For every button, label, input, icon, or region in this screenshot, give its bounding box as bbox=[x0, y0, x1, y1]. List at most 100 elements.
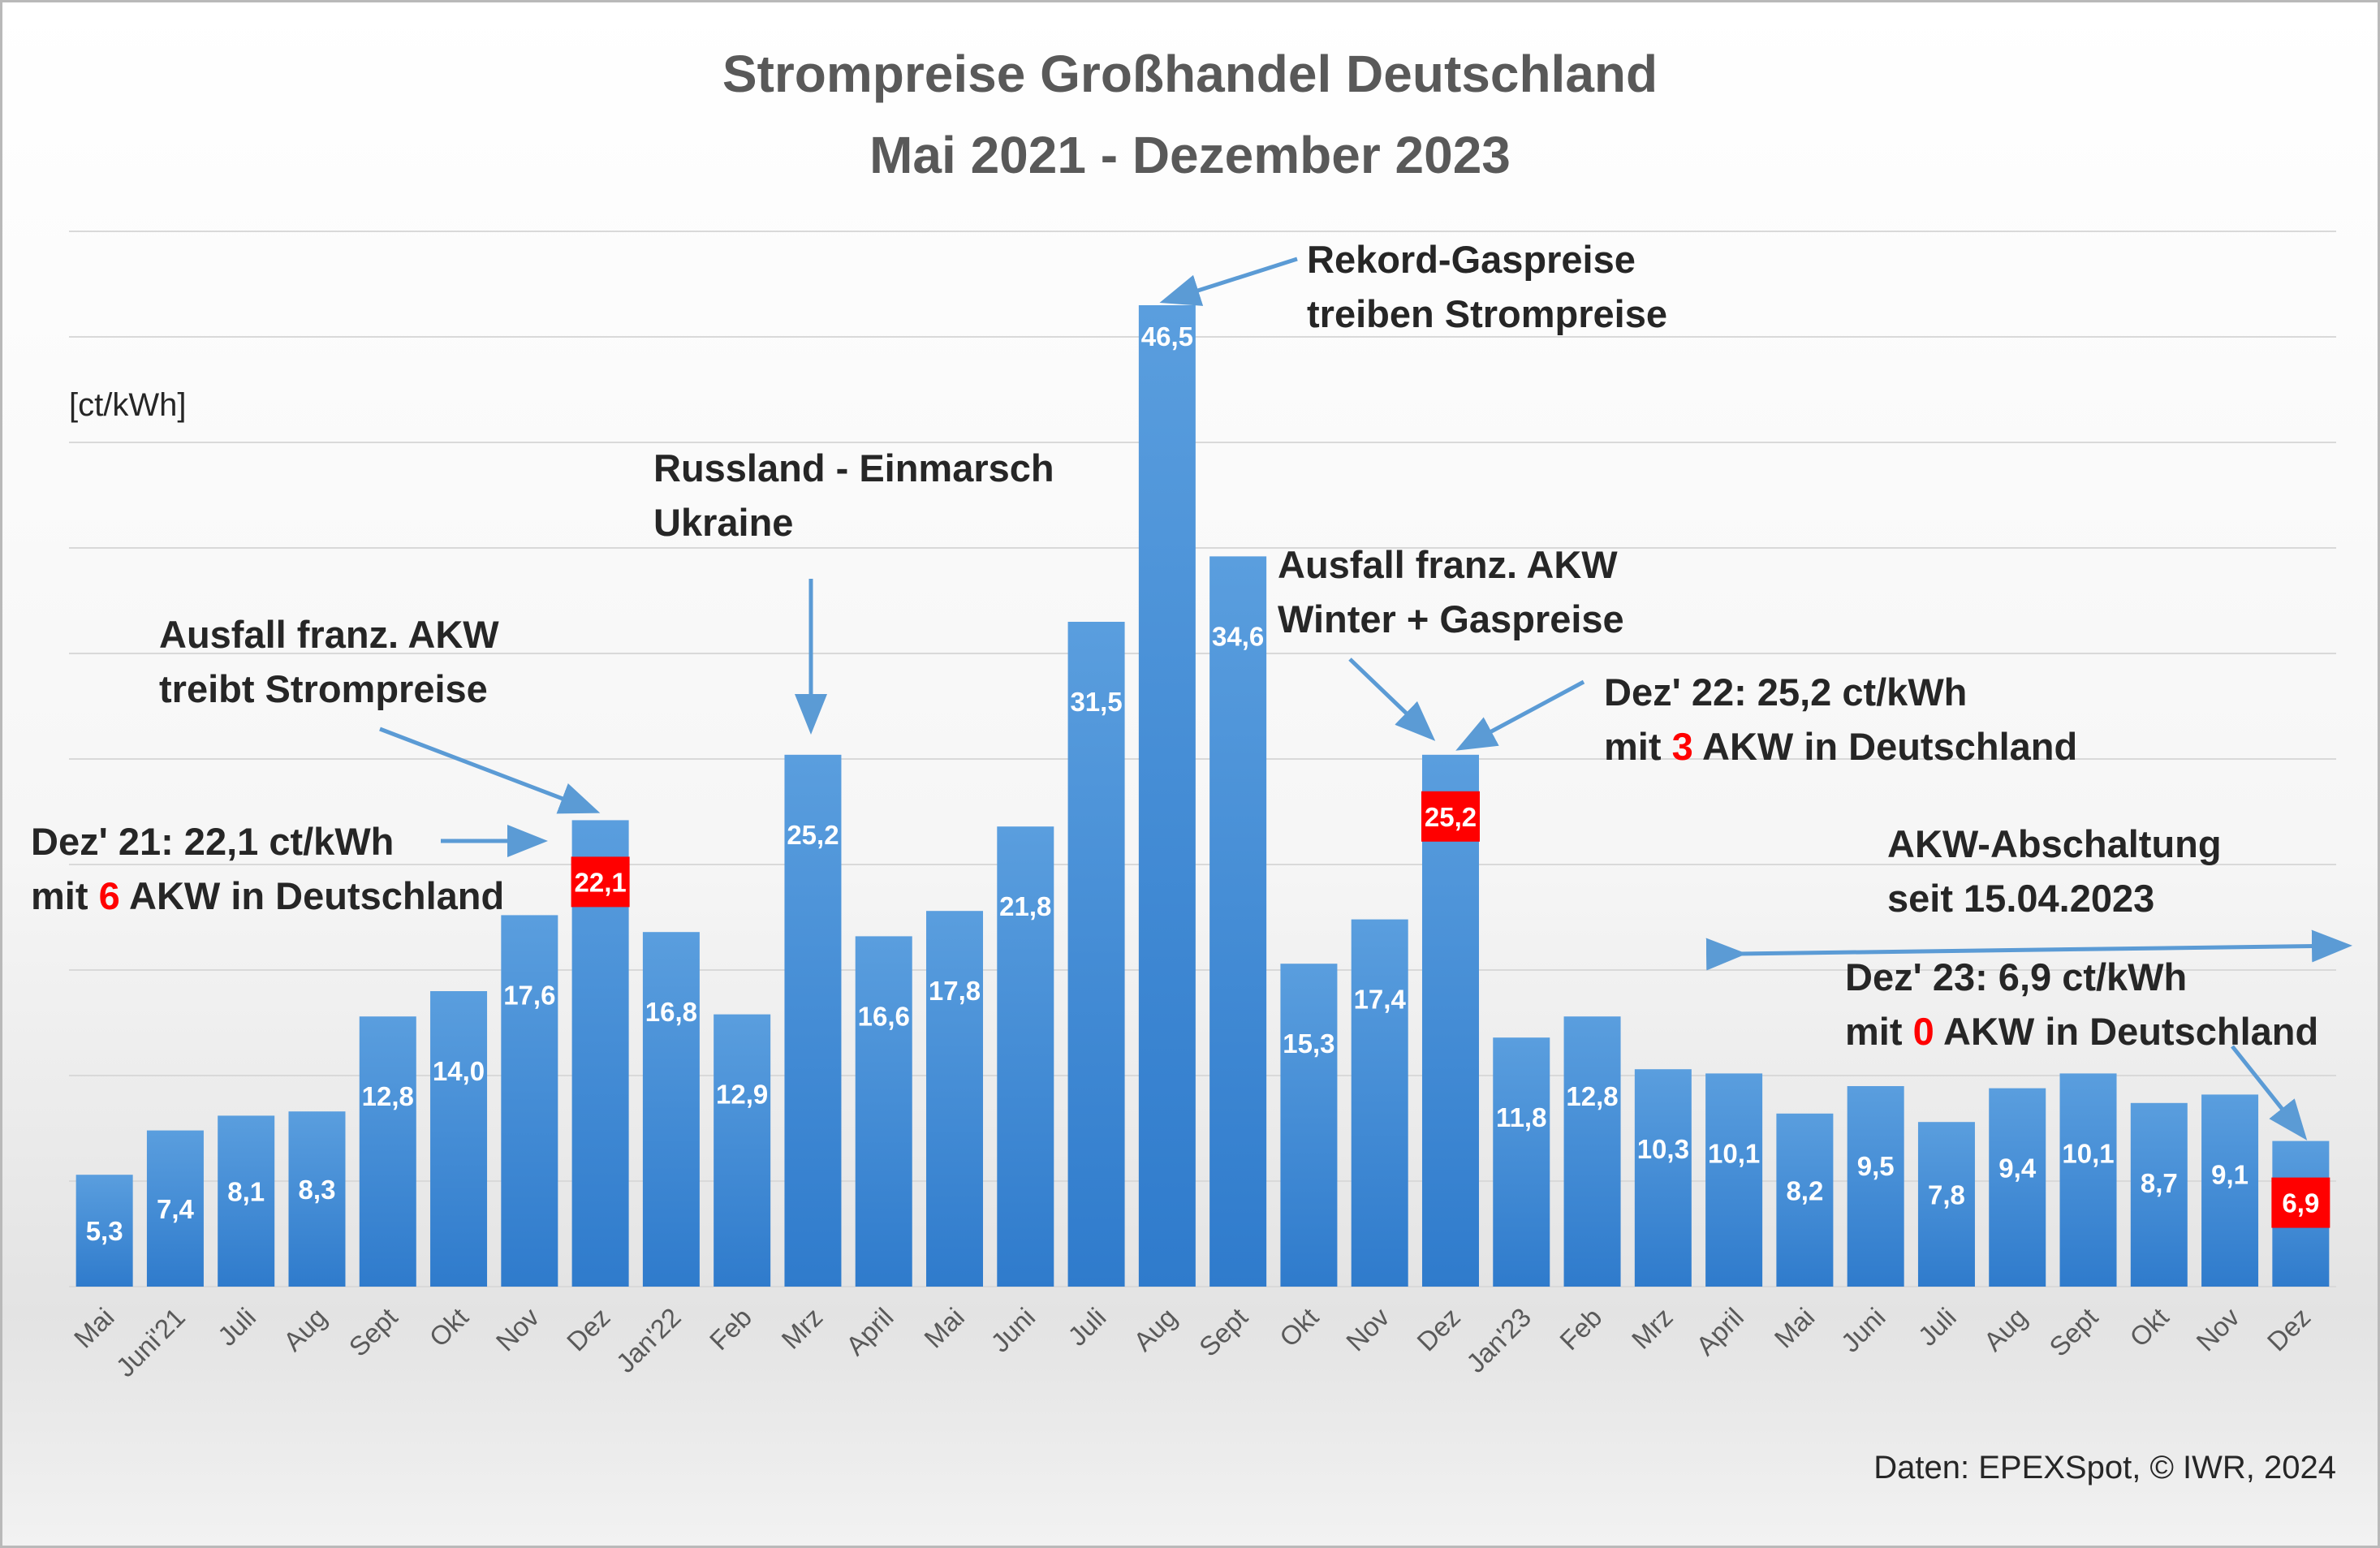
x-tick-label: Aug bbox=[278, 1302, 333, 1357]
x-tick-label: April bbox=[840, 1302, 899, 1361]
bar bbox=[714, 1014, 771, 1287]
svg-text:mit 3 AKW in Deutschland: mit 3 AKW in Deutschland bbox=[1604, 725, 2077, 768]
bar bbox=[1493, 1037, 1550, 1287]
value-label: 34,6 bbox=[1212, 621, 1264, 651]
value-label: 8,3 bbox=[299, 1175, 336, 1205]
annotation-rekord-gas: Rekord-Gaspreise treiben Strompreise bbox=[1307, 238, 1667, 335]
value-label: 7,4 bbox=[157, 1194, 195, 1224]
annotation-dez22: Dez' 22: 25,2 ct/kWh mit 3 AKW in Deutsc… bbox=[1604, 671, 2077, 768]
x-tick-label: Sept bbox=[1193, 1302, 1253, 1362]
x-tick-label: Nov bbox=[1340, 1301, 1395, 1356]
bar bbox=[288, 1111, 346, 1287]
value-label: 16,8 bbox=[645, 997, 697, 1027]
y-axis-unit-label: [ct/kWh] bbox=[69, 387, 186, 423]
annotation-abschaltung: AKW-Abschaltung seit 15.04.2023 bbox=[1887, 822, 2222, 920]
x-tick-label: Mai bbox=[1769, 1302, 1821, 1354]
value-label: 10,1 bbox=[2062, 1138, 2114, 1168]
svg-text:Ukraine: Ukraine bbox=[653, 501, 793, 544]
bar bbox=[997, 826, 1054, 1287]
source-credit: Daten: EPEXSpot, © IWR, 2024 bbox=[1873, 1450, 2336, 1485]
bar bbox=[642, 932, 700, 1287]
bar bbox=[1421, 754, 1479, 1287]
bar bbox=[1776, 1113, 1834, 1287]
x-tick-label: Mai bbox=[68, 1302, 120, 1354]
x-tick-label: Nov bbox=[490, 1301, 545, 1356]
annotation-akw-winter: Ausfall franz. AKW Winter + Gaspreise bbox=[1278, 543, 1624, 640]
chart-subtitle: Mai 2021 - Dezember 2023 bbox=[869, 126, 1511, 184]
x-tick-label: Juli bbox=[212, 1302, 261, 1352]
value-label: 8,7 bbox=[2141, 1168, 2178, 1198]
highlight-box bbox=[571, 856, 630, 908]
bar bbox=[855, 936, 912, 1287]
annotation-russland: Russland - Einmarsch Ukraine bbox=[653, 446, 1054, 544]
svg-text:Ausfall franz. AKW: Ausfall franz. AKW bbox=[1278, 543, 1618, 586]
x-tick-label: Juli bbox=[1062, 1302, 1111, 1352]
svg-text:AKW-Abschaltung: AKW-Abschaltung bbox=[1887, 822, 2222, 865]
highlight-box bbox=[2271, 1177, 2330, 1228]
x-tick-label: Feb bbox=[1554, 1302, 1607, 1356]
chart-title: Strompreise Großhandel Deutschland bbox=[722, 45, 1658, 103]
value-label: 46,5 bbox=[1141, 321, 1193, 351]
value-label: 22,1 bbox=[574, 867, 626, 897]
value-label: 14,0 bbox=[433, 1056, 485, 1086]
bar bbox=[75, 1175, 133, 1287]
svg-text:treibt Strompreise: treibt Strompreise bbox=[159, 667, 488, 710]
x-tick-label: Mrz bbox=[1626, 1302, 1679, 1355]
value-label: 12,9 bbox=[716, 1080, 768, 1110]
bar bbox=[1280, 964, 1338, 1287]
arrow-rekord-gas bbox=[1159, 257, 1298, 306]
bar bbox=[1067, 622, 1125, 1287]
value-label: 9,5 bbox=[1857, 1151, 1895, 1181]
arrow-dez23 bbox=[2231, 1045, 2308, 1141]
bar bbox=[1634, 1069, 1692, 1287]
bar bbox=[2059, 1073, 2117, 1287]
x-tick-label: Okt bbox=[1274, 1302, 1324, 1352]
bar bbox=[2130, 1102, 2188, 1287]
x-tick-label: Juli bbox=[1912, 1302, 1962, 1352]
x-tick-label: Jan'22 bbox=[610, 1302, 687, 1378]
arrow-abschaltung bbox=[1705, 929, 2352, 971]
value-label: 9,1 bbox=[2211, 1159, 2248, 1189]
annotation-dez21: Dez' 21: 22,1 ct/kWh mit 6 AKW in Deutsc… bbox=[31, 820, 504, 917]
bar bbox=[784, 754, 842, 1287]
svg-text:seit 15.04.2023: seit 15.04.2023 bbox=[1887, 877, 2154, 920]
value-label: 12,8 bbox=[1566, 1081, 1618, 1111]
bar bbox=[1138, 305, 1196, 1287]
x-tick-label: Jan'23 bbox=[1460, 1302, 1537, 1378]
x-tick-label: Feb bbox=[704, 1302, 757, 1356]
value-label: 6,9 bbox=[2282, 1188, 2319, 1218]
svg-text:mit 6 AKW in Deutschland: mit 6 AKW in Deutschland bbox=[31, 874, 504, 917]
value-label: 8,2 bbox=[1786, 1175, 1823, 1205]
x-tick-label: Sept bbox=[343, 1302, 403, 1362]
x-tick-label: Mai bbox=[918, 1302, 970, 1354]
value-label: 8,1 bbox=[227, 1177, 265, 1207]
value-labels: 5,3 7,4 8,1 8,3 12,8 14,0 17,6 22,1 16,8 12,9 25,2… bbox=[86, 321, 2330, 1246]
bar bbox=[1847, 1086, 1904, 1287]
bar bbox=[926, 911, 984, 1287]
bars bbox=[75, 305, 2330, 1287]
x-tick-label: April bbox=[1690, 1302, 1749, 1361]
annotation-akw-dez21-cause: Ausfall franz. AKW treibt Strompreise bbox=[159, 613, 499, 710]
x-tick-label: Aug bbox=[1978, 1302, 2033, 1357]
svg-text:mit 0 AKW in Deutschland: mit 0 AKW in Deutschland bbox=[1845, 1010, 2318, 1053]
bar bbox=[1917, 1122, 1975, 1287]
svg-text:Dez' 23: 6,9 ct/kWh: Dez' 23: 6,9 ct/kWh bbox=[1845, 955, 2187, 998]
x-tick-label: Dez bbox=[2261, 1302, 2317, 1357]
value-label: 10,3 bbox=[1637, 1134, 1689, 1164]
bar bbox=[501, 915, 558, 1287]
value-label: 31,5 bbox=[1070, 687, 1122, 717]
x-tick-label: Okt bbox=[2123, 1302, 2174, 1352]
x-tick-label: Nov bbox=[2190, 1301, 2245, 1356]
annotation-arrows bbox=[379, 257, 2352, 1141]
value-label: 11,8 bbox=[1496, 1102, 1546, 1132]
x-tick-label: Okt bbox=[424, 1302, 474, 1352]
bar bbox=[1351, 919, 1408, 1287]
svg-text:treiben Strompreise: treiben Strompreise bbox=[1307, 292, 1667, 335]
arrow-akw-winter bbox=[1348, 658, 1436, 741]
x-tick-label: Aug bbox=[1127, 1302, 1183, 1357]
value-label: 7,8 bbox=[1928, 1180, 1965, 1210]
value-label: 21,8 bbox=[999, 891, 1051, 921]
